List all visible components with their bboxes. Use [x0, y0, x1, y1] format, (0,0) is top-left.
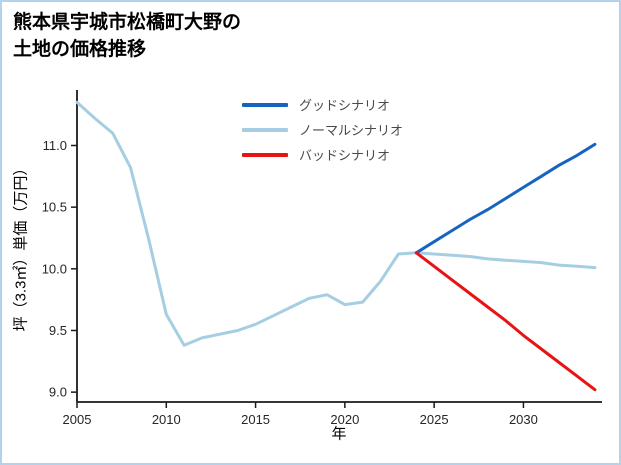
page-title-line1: 熊本県宇城市松橋町大野の [13, 12, 242, 33]
y-tick-label: 11.0 [43, 138, 67, 153]
x-tick-label: 2005 [63, 412, 92, 427]
legend-label-bad-scenario: バッドシナリオ [299, 148, 391, 163]
x-tick-label: 2010 [152, 412, 181, 427]
bad-scenario-line-swatch [242, 152, 288, 157]
series-line-good-scenario [414, 142, 597, 255]
x-tick-label: 2015 [241, 412, 270, 427]
page-title-line2: 土地の価格推移 [13, 39, 147, 60]
legend-item-bad-scenario: バッドシナリオ [242, 146, 403, 163]
x-axis-label: 年 [331, 425, 347, 443]
legend-item-good-scenario: グッドシナリオ [242, 96, 403, 113]
good-scenario-line-swatch [242, 102, 288, 107]
legend-item-normal-scenario: ノーマルシナリオ [242, 121, 403, 138]
x-tick-label: 2020 [330, 412, 359, 427]
normal-scenario-line-swatch [242, 127, 288, 132]
y-tick-label: 10.5 [42, 200, 67, 215]
series-line-normal-scenario [75, 100, 597, 347]
y-tick-label: 9.0 [49, 385, 67, 400]
y-axis-label: 坪（3.3㎡）単価（万円） [12, 160, 30, 332]
page-title: 熊本県宇城市松橋町大野の 土地の価格推移 [13, 9, 241, 63]
x-tick-label: 2025 [420, 412, 449, 427]
legend-label-good-scenario: グッドシナリオ [299, 98, 391, 113]
y-tick-label: 10.0 [42, 261, 67, 276]
legend: グッドシナリオ ノーマルシナリオ バッドシナリオ [242, 96, 403, 163]
x-tick-label: 2030 [509, 412, 538, 427]
y-tick-label: 9.5 [49, 323, 67, 338]
series-line-bad-scenario [414, 251, 597, 392]
legend-label-normal-scenario: ノーマルシナリオ [299, 123, 404, 138]
